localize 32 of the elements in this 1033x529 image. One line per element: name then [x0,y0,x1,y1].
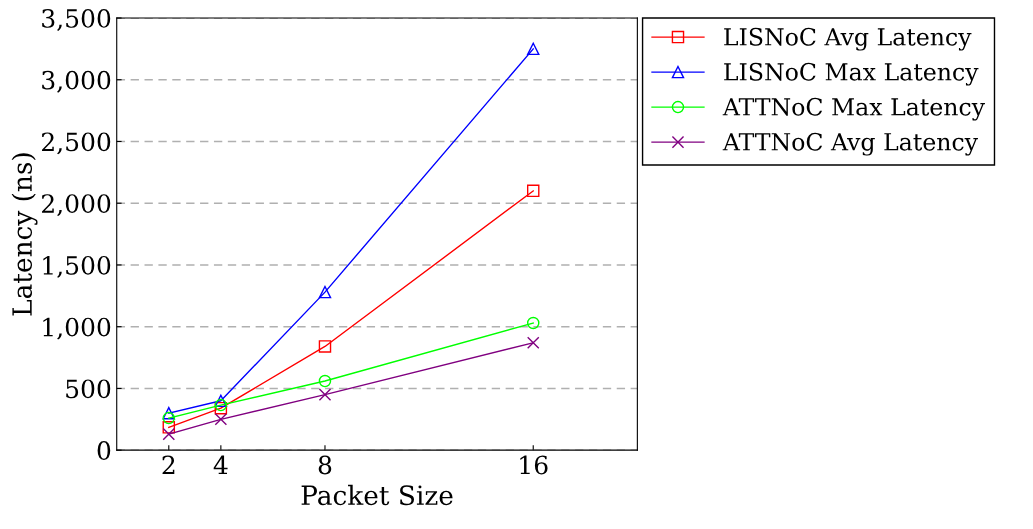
point [318,340,332,353]
y-tick-label: 3,000 [42,70,111,93]
point [526,184,540,198]
y-tick-label: 2,500 [41,132,111,155]
y-tick-label: 3,500 [42,8,111,31]
legend-label: ATTNoC Avg Latency [722,132,978,156]
x-axis-title: Packet Size [301,484,453,506]
point [526,336,540,349]
legend-label: ATTNoC Max Latency [722,97,985,121]
point [214,394,228,408]
legend-label: LISNoC Max Latency [724,62,979,86]
x-tick-label: 4 [213,455,228,475]
point [526,316,540,330]
point [526,42,540,56]
y-tick-label: 2,000 [41,194,111,217]
point [162,427,176,441]
point [214,413,228,426]
point [162,406,176,420]
point [318,388,332,401]
point [162,421,176,434]
x-tick-label: 2 [162,455,175,475]
point [318,285,332,299]
y-tick-label: 0 [97,441,111,461]
point [162,411,176,425]
y-tick-label: 1,500 [43,255,111,278]
x-tick-label: 16 [520,455,548,475]
y-tick-label: 1,000 [43,317,111,340]
legend-label: LISNoC Avg Latency [724,27,972,51]
y-axis-title: Latency (ns) [11,153,38,316]
point [318,374,332,388]
x-tick-label: 8 [318,455,332,475]
y-tick-label: 500 [66,379,111,399]
